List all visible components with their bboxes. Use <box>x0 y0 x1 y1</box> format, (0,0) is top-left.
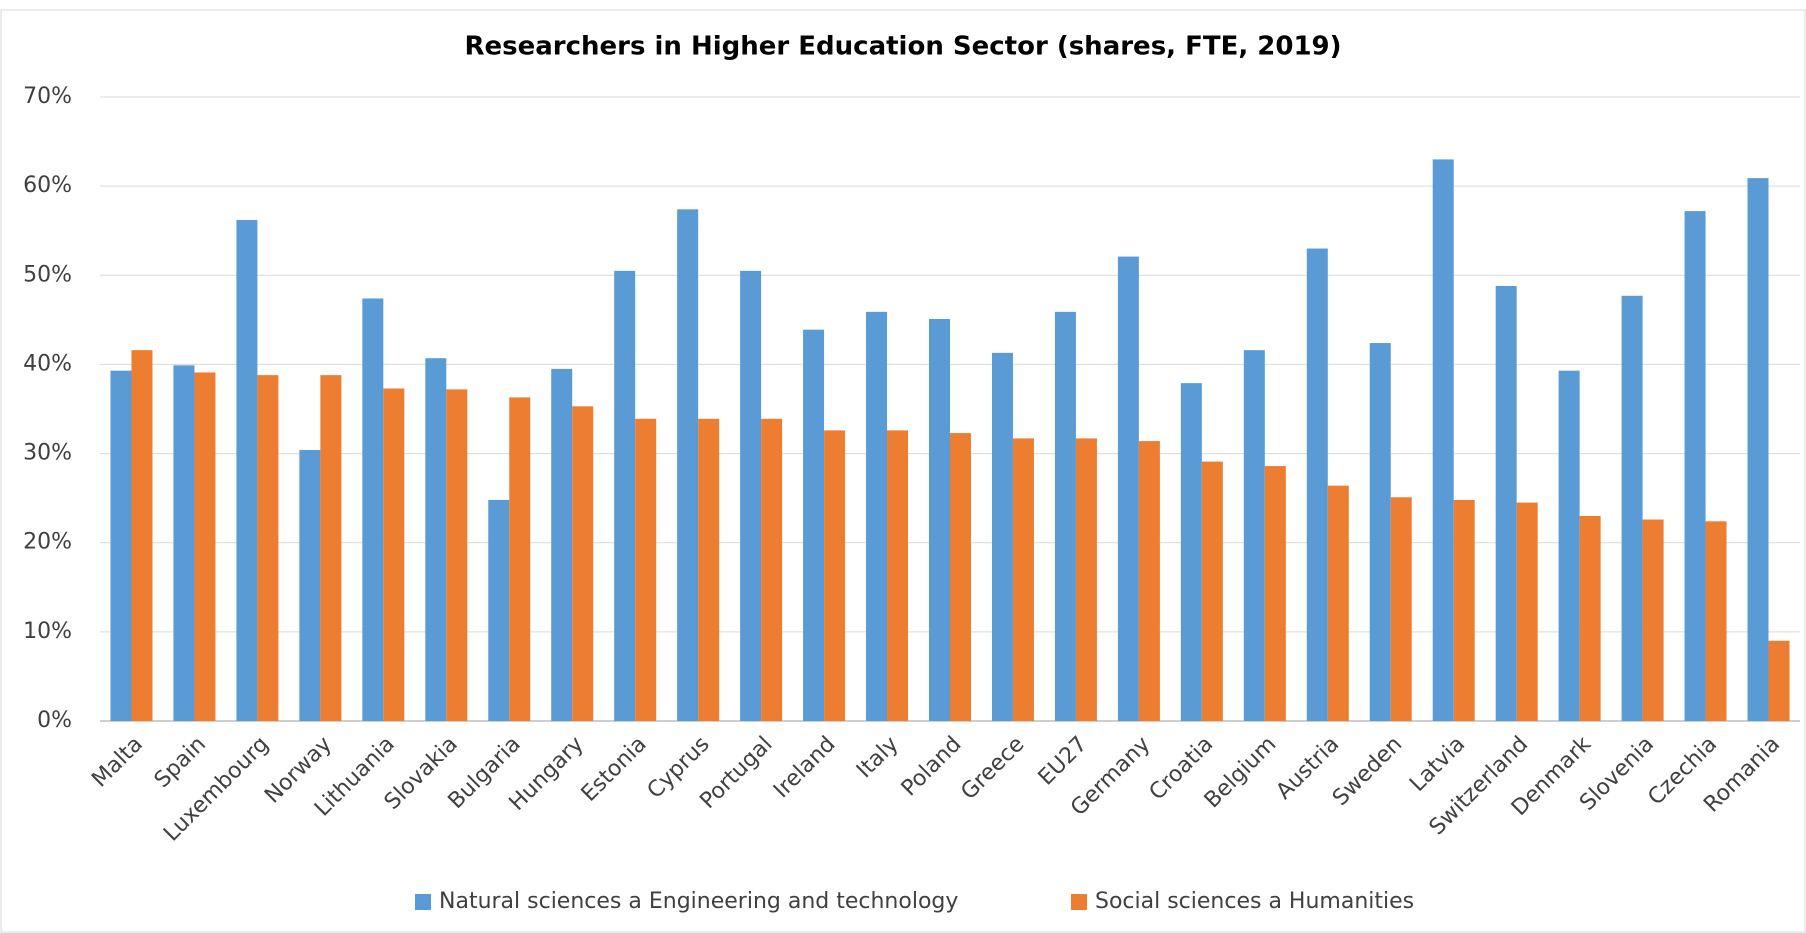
bar <box>1705 521 1727 721</box>
bar <box>110 370 132 721</box>
bar <box>1747 178 1769 721</box>
bar <box>551 368 573 721</box>
bar <box>1306 248 1328 722</box>
bar <box>1621 295 1643 721</box>
bar <box>320 375 342 721</box>
bar <box>1432 159 1454 721</box>
legend-label: Natural sciences a Engineering and techn… <box>439 889 958 914</box>
bar <box>1012 438 1034 721</box>
bar <box>635 418 657 721</box>
bar <box>1201 461 1223 721</box>
bar <box>236 220 258 721</box>
legend-label: Social sciences a Humanities <box>1095 889 1414 914</box>
y-tick-label: 50% <box>23 262 72 287</box>
bar <box>194 372 216 721</box>
bar <box>1390 497 1412 721</box>
bar <box>425 358 447 721</box>
bar <box>887 430 909 721</box>
bar <box>614 270 636 721</box>
y-tick-label: 0% <box>37 708 72 733</box>
bar <box>1495 285 1517 721</box>
bar <box>1369 343 1391 721</box>
bar <box>950 433 971 721</box>
bar <box>698 418 720 721</box>
bar <box>257 375 279 721</box>
legend-swatch <box>415 894 431 910</box>
y-tick-label: 40% <box>23 351 72 376</box>
y-tick-label: 10% <box>23 619 72 644</box>
y-tick-label: 30% <box>23 441 72 466</box>
bar <box>446 389 468 721</box>
bar <box>740 270 762 721</box>
bar <box>1243 350 1265 721</box>
bar <box>1684 211 1706 722</box>
bar <box>1453 499 1475 721</box>
y-tick-label: 70% <box>23 84 72 109</box>
bar <box>173 365 195 721</box>
bar <box>362 298 384 721</box>
bar <box>509 397 531 721</box>
bar <box>383 388 405 721</box>
y-tick-label: 20% <box>23 530 72 555</box>
bar <box>488 499 510 721</box>
bar <box>866 311 888 721</box>
bar <box>1327 485 1349 721</box>
bar <box>677 209 699 721</box>
bar <box>803 329 825 721</box>
bar <box>761 418 783 721</box>
bar <box>1768 640 1790 721</box>
bar <box>131 350 153 721</box>
bar <box>1516 502 1538 721</box>
bar <box>1138 441 1160 721</box>
y-tick-label: 60% <box>23 173 72 198</box>
bar <box>1579 515 1601 721</box>
legend-swatch <box>1071 894 1087 910</box>
bar <box>1558 370 1580 721</box>
bar <box>991 352 1013 721</box>
bar <box>824 430 846 721</box>
bar <box>929 318 950 721</box>
chart-title: Researchers in Higher Education Sector (… <box>464 32 1341 62</box>
bar <box>1642 519 1664 721</box>
bar <box>299 450 321 721</box>
bar <box>1180 383 1202 721</box>
bar <box>1075 438 1097 721</box>
bar <box>1117 256 1139 721</box>
bar <box>1264 466 1286 721</box>
bar <box>1054 311 1076 721</box>
bar <box>572 406 594 721</box>
